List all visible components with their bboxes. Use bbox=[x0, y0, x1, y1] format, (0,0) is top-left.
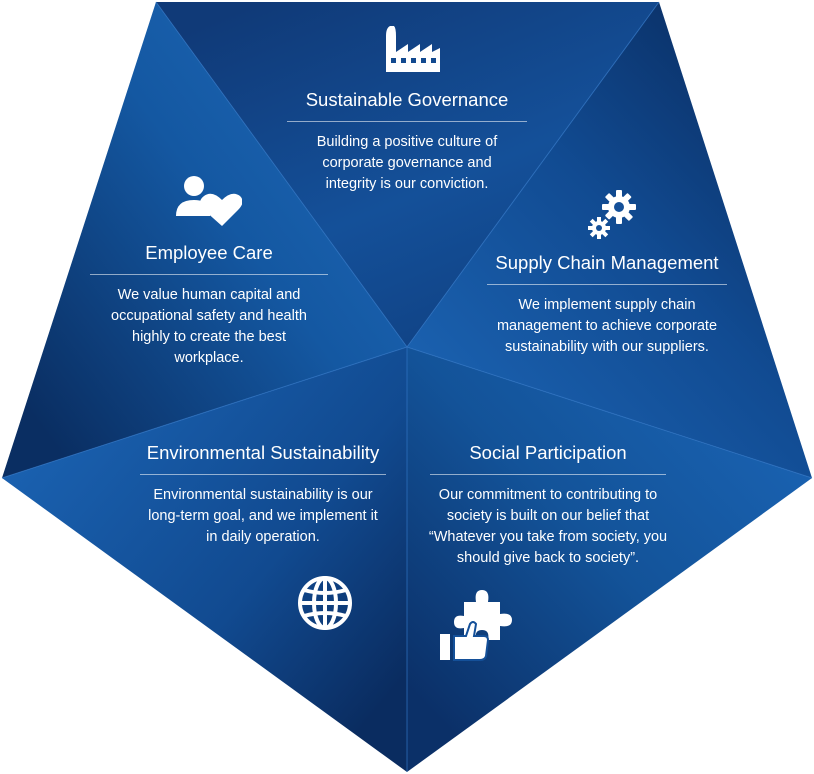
factory-icon bbox=[384, 22, 442, 74]
panel-environment bbox=[2, 347, 407, 772]
governance-divider bbox=[287, 121, 527, 122]
social-description: Our commitment to contributing to societ… bbox=[428, 487, 668, 566]
gears-icon bbox=[588, 188, 638, 240]
environment-divider bbox=[140, 474, 386, 475]
panel-supply-chain bbox=[407, 2, 812, 478]
governance-description: Building a positive culture of corporate… bbox=[316, 134, 498, 192]
social-title: Social Participation bbox=[469, 442, 627, 463]
section-social: Social Participation Our commitment to c… bbox=[420, 441, 676, 569]
employee-description: We value human capital and occupational … bbox=[111, 287, 307, 366]
hand-puzzle-icon bbox=[440, 588, 520, 662]
section-environment: Environmental Sustainability Environment… bbox=[134, 441, 392, 548]
governance-title: Sustainable Governance bbox=[305, 89, 509, 110]
supply-chain-title: Supply Chain Management bbox=[495, 252, 719, 273]
panel-employee bbox=[2, 2, 407, 478]
section-employee: Employee Care We value human capital and… bbox=[90, 241, 328, 369]
globe-icon bbox=[296, 574, 354, 632]
employee-divider bbox=[90, 274, 328, 275]
supply-chain-description: We implement supply chain management to … bbox=[496, 297, 718, 355]
section-governance: Sustainable Governance Building a positi… bbox=[287, 88, 527, 195]
environment-description: Environmental sustainability is our long… bbox=[148, 487, 378, 545]
panel-social bbox=[407, 347, 812, 772]
employee-title: Employee Care bbox=[145, 242, 273, 263]
environment-title: Environmental Sustainability bbox=[146, 442, 380, 463]
section-supply-chain: Supply Chain Management We implement sup… bbox=[482, 251, 732, 358]
social-divider bbox=[430, 474, 666, 475]
supply-chain-divider bbox=[487, 284, 727, 285]
people-heart-icon bbox=[174, 174, 242, 226]
panel-governance bbox=[156, 2, 659, 347]
